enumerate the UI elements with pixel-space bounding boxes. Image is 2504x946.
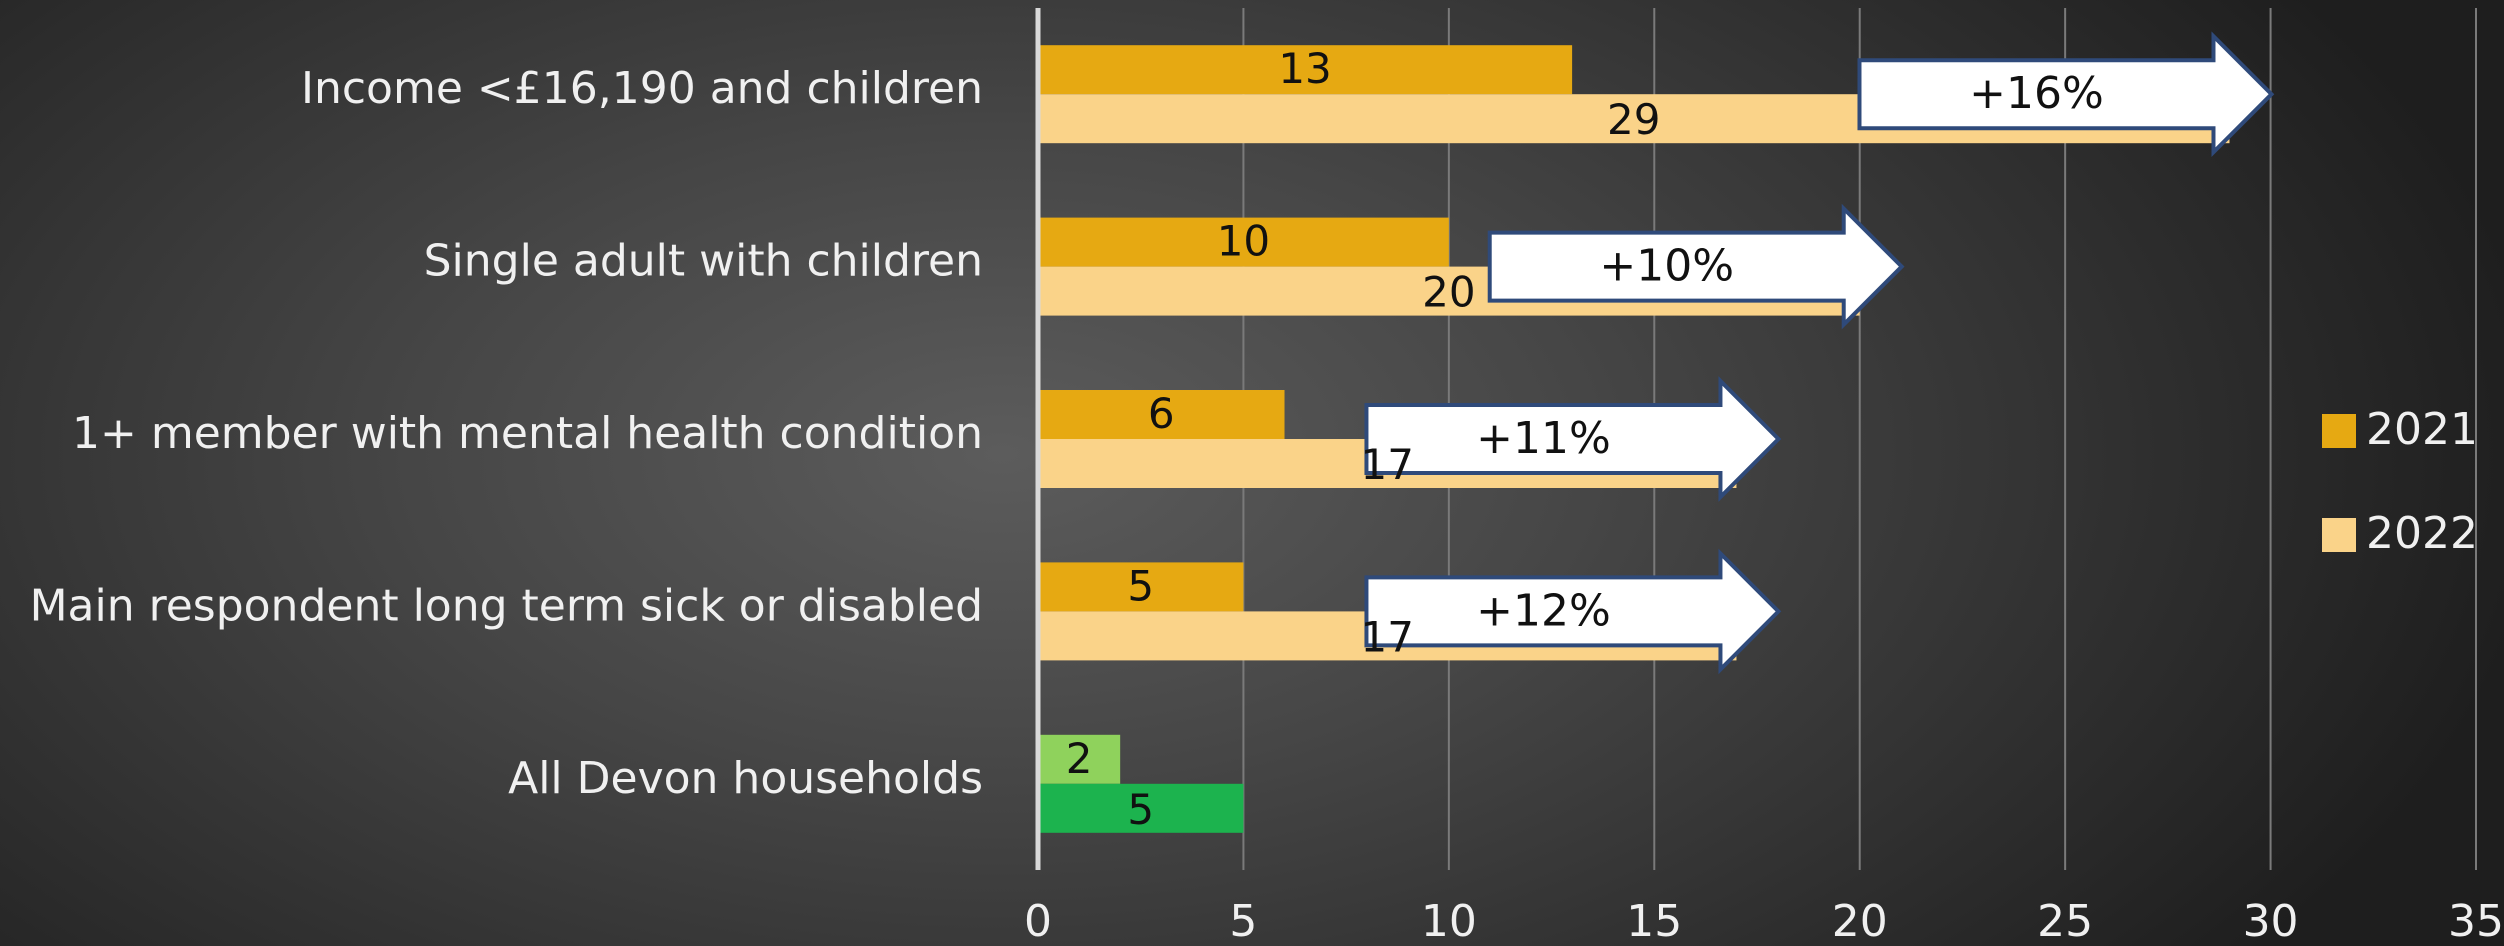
data-label-2021: 2: [1066, 734, 1093, 783]
data-label-2021: 10: [1217, 217, 1270, 266]
category-label: 1+ member with mental health condition: [72, 408, 983, 459]
x-tick-label: 20: [1832, 896, 1888, 946]
change-arrow: [1364, 376, 1782, 502]
data-label-2021: 5: [1127, 561, 1154, 610]
bar-2021: [1038, 562, 1244, 612]
bar-2021: [1038, 390, 1285, 439]
x-tick-label: 15: [1626, 896, 1682, 946]
x-tick-label: 10: [1421, 896, 1477, 946]
legend-swatch-2021: [2322, 414, 2356, 448]
change-arrow: [1857, 31, 2275, 158]
legend-label-2021: 2021: [2366, 404, 2478, 455]
x-tick-label: 0: [1024, 896, 1052, 946]
x-tick-label: 5: [1229, 896, 1257, 946]
change-label: +11%: [1476, 413, 1611, 464]
change-label: +16%: [1969, 68, 2104, 119]
x-tick-label: 25: [2037, 896, 2093, 946]
change-label: +10%: [1599, 241, 1734, 292]
data-label-2022: 17: [1361, 612, 1414, 661]
data-label-2022: 17: [1361, 440, 1414, 489]
bar-2022: [1038, 783, 1244, 833]
category-label: All Devon households: [508, 753, 983, 804]
x-tick-label: 30: [2243, 896, 2299, 946]
bar-2021: [1038, 45, 1573, 95]
change-arrow: [1364, 548, 1782, 675]
bar-2021: [1038, 734, 1121, 784]
data-label-2021: 13: [1278, 44, 1331, 93]
category-label: Main respondent long term sick or disabl…: [30, 580, 983, 631]
x-tick-label: 35: [2448, 896, 2504, 946]
data-label-2022: 29: [1607, 95, 1660, 144]
category-label: Income <£16,190 and children: [301, 63, 983, 114]
legend-label-2022: 2022: [2366, 508, 2478, 559]
data-label-2021: 6: [1148, 389, 1175, 438]
category-label: Single adult with children: [424, 236, 983, 287]
data-label-2022: 20: [1422, 268, 1475, 317]
change-label: +12%: [1476, 585, 1611, 636]
data-label-2022: 5: [1127, 785, 1154, 834]
change-arrow: [1487, 203, 1905, 330]
bar-2021: [1038, 217, 1449, 267]
legend-swatch-2022: [2322, 518, 2356, 552]
